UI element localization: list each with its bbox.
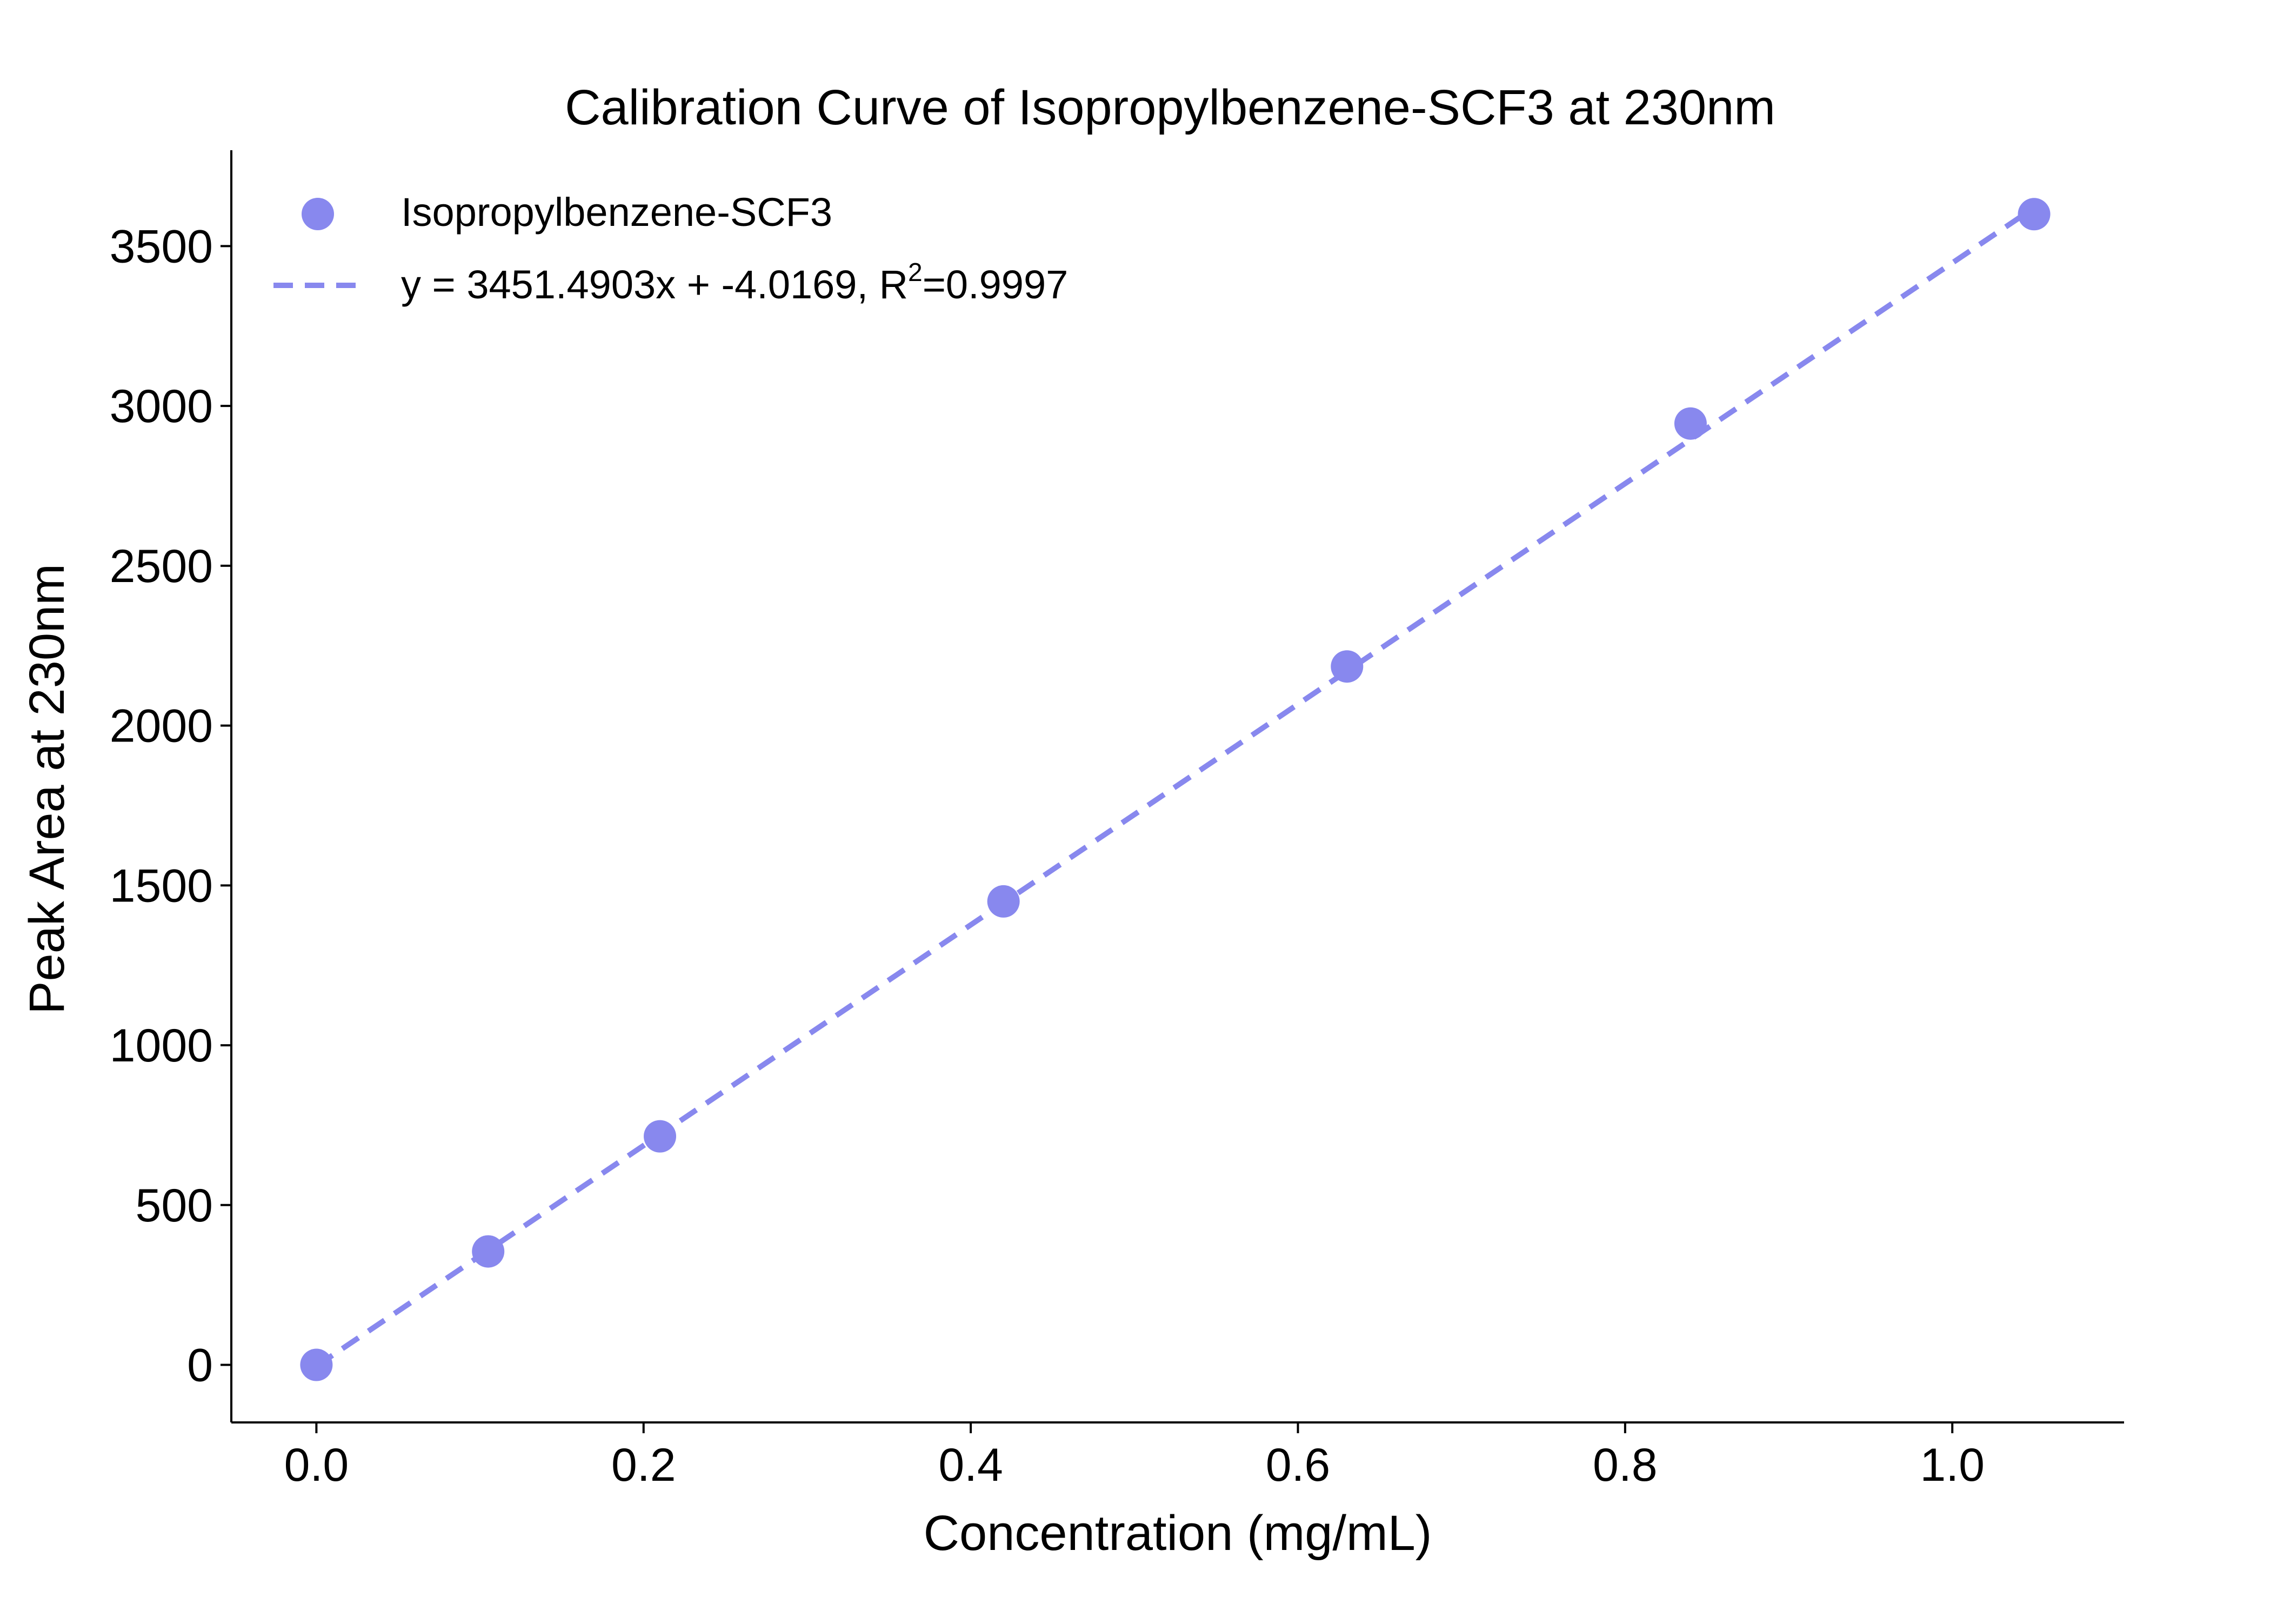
data-point [1674,407,1707,440]
plot-area: 0.0 0.2 0.4 0.6 0.8 1.0 0 500 1000 1500 2000 2500 3… [110,150,2124,1491]
legend-label-scatter: Isopropylbenzene-SCF3 [401,190,832,235]
legend: Isopropylbenzene-SCF3 y = 3451.4903x + -… [273,190,1068,307]
data-point [987,885,1020,918]
legend-marker-scatter [302,198,334,230]
legend-fit-r-superscript: 2 [908,258,923,287]
y-tick-label: 1000 [110,1020,213,1072]
legend-fit-r-value: =0.9997 [923,262,1069,307]
x-tick-label: 0.2 [611,1439,676,1491]
chart-title: Calibration Curve of Isopropylbenzene-SC… [565,80,1775,135]
data-point [1331,650,1364,683]
data-point [300,1348,333,1381]
series-layer [300,198,2051,1381]
x-tick-label: 0.0 [284,1439,349,1491]
data-point [472,1235,505,1268]
data-point [2018,198,2051,231]
y-tick-label: 500 [136,1180,213,1232]
data-point [644,1120,677,1153]
x-axis-ticks: 0.0 0.2 0.4 0.6 0.8 1.0 [284,1422,1985,1491]
y-tick-label: 3000 [110,380,213,432]
y-tick-label: 2000 [110,700,213,752]
y-axis-ticks: 0 500 1000 1500 2000 2500 3000 3500 [110,220,231,1392]
x-tick-label: 0.8 [1593,1439,1658,1491]
x-tick-label: 0.6 [1266,1439,1331,1491]
y-tick-label: 0 [187,1340,213,1392]
y-tick-label: 3500 [110,220,213,272]
y-tick-label: 1500 [110,860,213,912]
y-tick-label: 2500 [110,540,213,592]
x-axis-label: Concentration (mg/mL) [924,1506,1432,1561]
legend-fit-equation: y = 3451.4903x + -4.0169, R [401,262,908,307]
y-axis-label: Peak Area at 230nm [19,564,75,1014]
x-tick-label: 0.4 [938,1439,1003,1491]
x-tick-label: 1.0 [1920,1439,1985,1491]
fit-line [315,205,2036,1369]
legend-label-fit-line: y = 3451.4903x + -4.0169, R2=0.9997 [401,258,1068,307]
